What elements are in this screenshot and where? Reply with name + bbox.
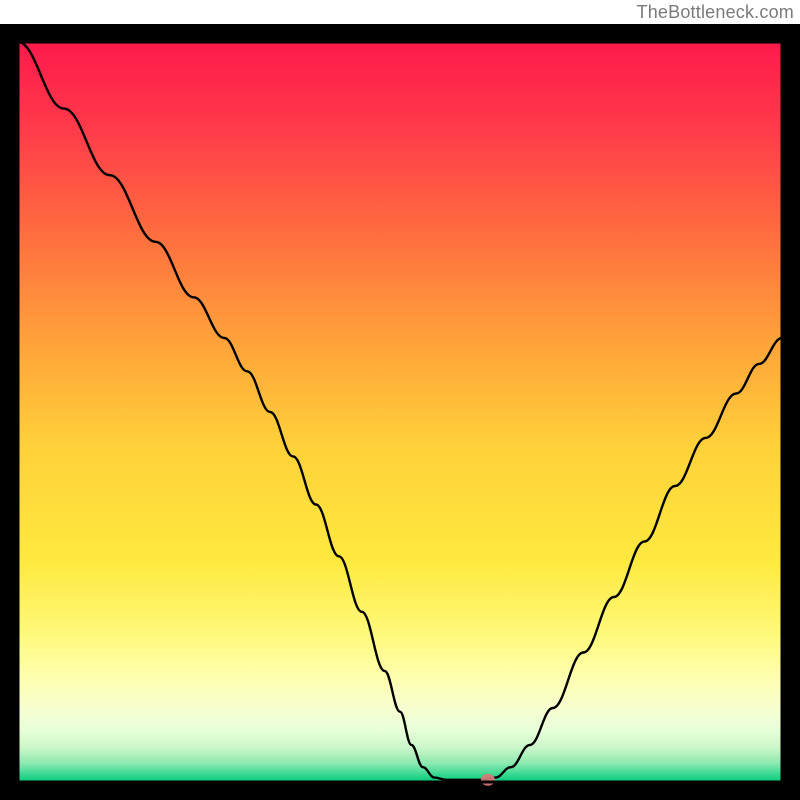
optimum-marker (481, 774, 495, 786)
plot-area (0, 24, 800, 800)
watermark-text: TheBottleneck.com (637, 2, 794, 23)
top-strip: TheBottleneck.com (0, 0, 800, 24)
plot-svg (0, 24, 800, 800)
chart-frame: TheBottleneck.com (0, 0, 800, 800)
gradient-background (18, 42, 782, 782)
